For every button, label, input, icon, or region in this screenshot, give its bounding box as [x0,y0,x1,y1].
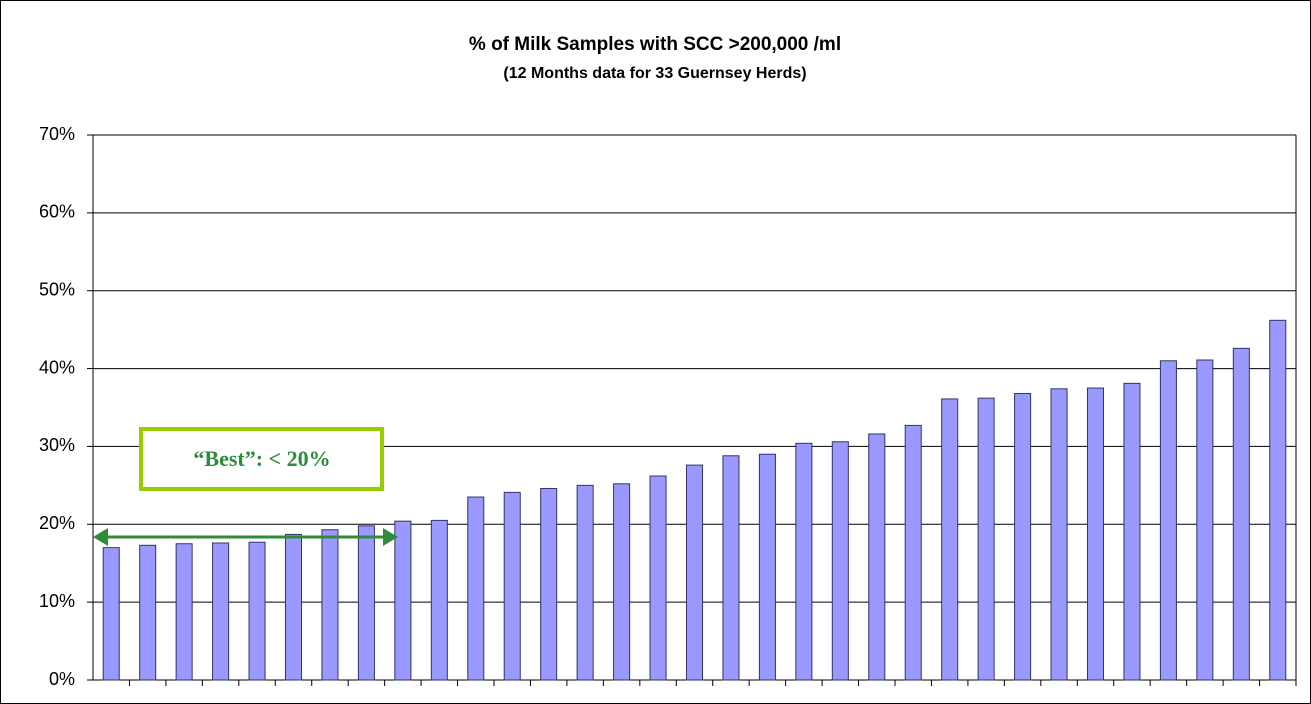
y-tick-label: 40% [39,357,75,377]
bar [248,541,266,681]
y-tick-label: 10% [39,591,75,611]
bar [576,484,594,681]
bar [102,547,120,681]
bar [1014,392,1032,681]
bar [1050,388,1068,681]
bar [321,529,339,681]
arrow-head [383,528,398,546]
bar [284,533,303,681]
y-tick-label: 50% [39,279,75,299]
annotation: “Best”: < 20% [93,427,398,546]
arrow-head [93,528,108,546]
bar [1269,319,1287,681]
bar [1196,359,1214,681]
bar [1123,382,1141,681]
chart-subtitle: (12 Months data for 33 Guernsey Herds) [503,65,806,82]
y-tick-label: 20% [39,513,75,533]
bar [394,520,412,681]
y-tick-label: 30% [39,435,75,455]
bar [175,543,193,681]
bar [503,491,521,681]
bar [758,453,776,681]
bar [467,496,485,681]
bar [831,441,849,681]
bar [540,487,558,681]
bar [649,475,667,681]
bar [212,542,230,681]
bar [613,483,631,681]
bar [904,424,922,681]
y-tick-label: 0% [49,669,75,689]
bar [941,398,959,681]
y-tick-label: 70% [39,124,75,144]
annotation-text: “Best”: < 20% [193,446,330,471]
bar [868,433,886,681]
bar [685,464,704,681]
bar [722,455,740,681]
plot-area: 0% 10% 20% 30% 40% 50% 60% 70% [39,124,1297,689]
annotation-box [139,427,384,491]
bar [1232,347,1250,681]
chart-title: % of Milk Samples with SCC >200,000 /ml [469,34,841,55]
y-tick-label: 60% [39,202,75,222]
bar [795,442,813,681]
bar [139,544,157,681]
bar [1159,360,1177,681]
bar [977,397,995,681]
bar [357,525,375,681]
bar [1086,387,1105,681]
bar [430,519,448,681]
